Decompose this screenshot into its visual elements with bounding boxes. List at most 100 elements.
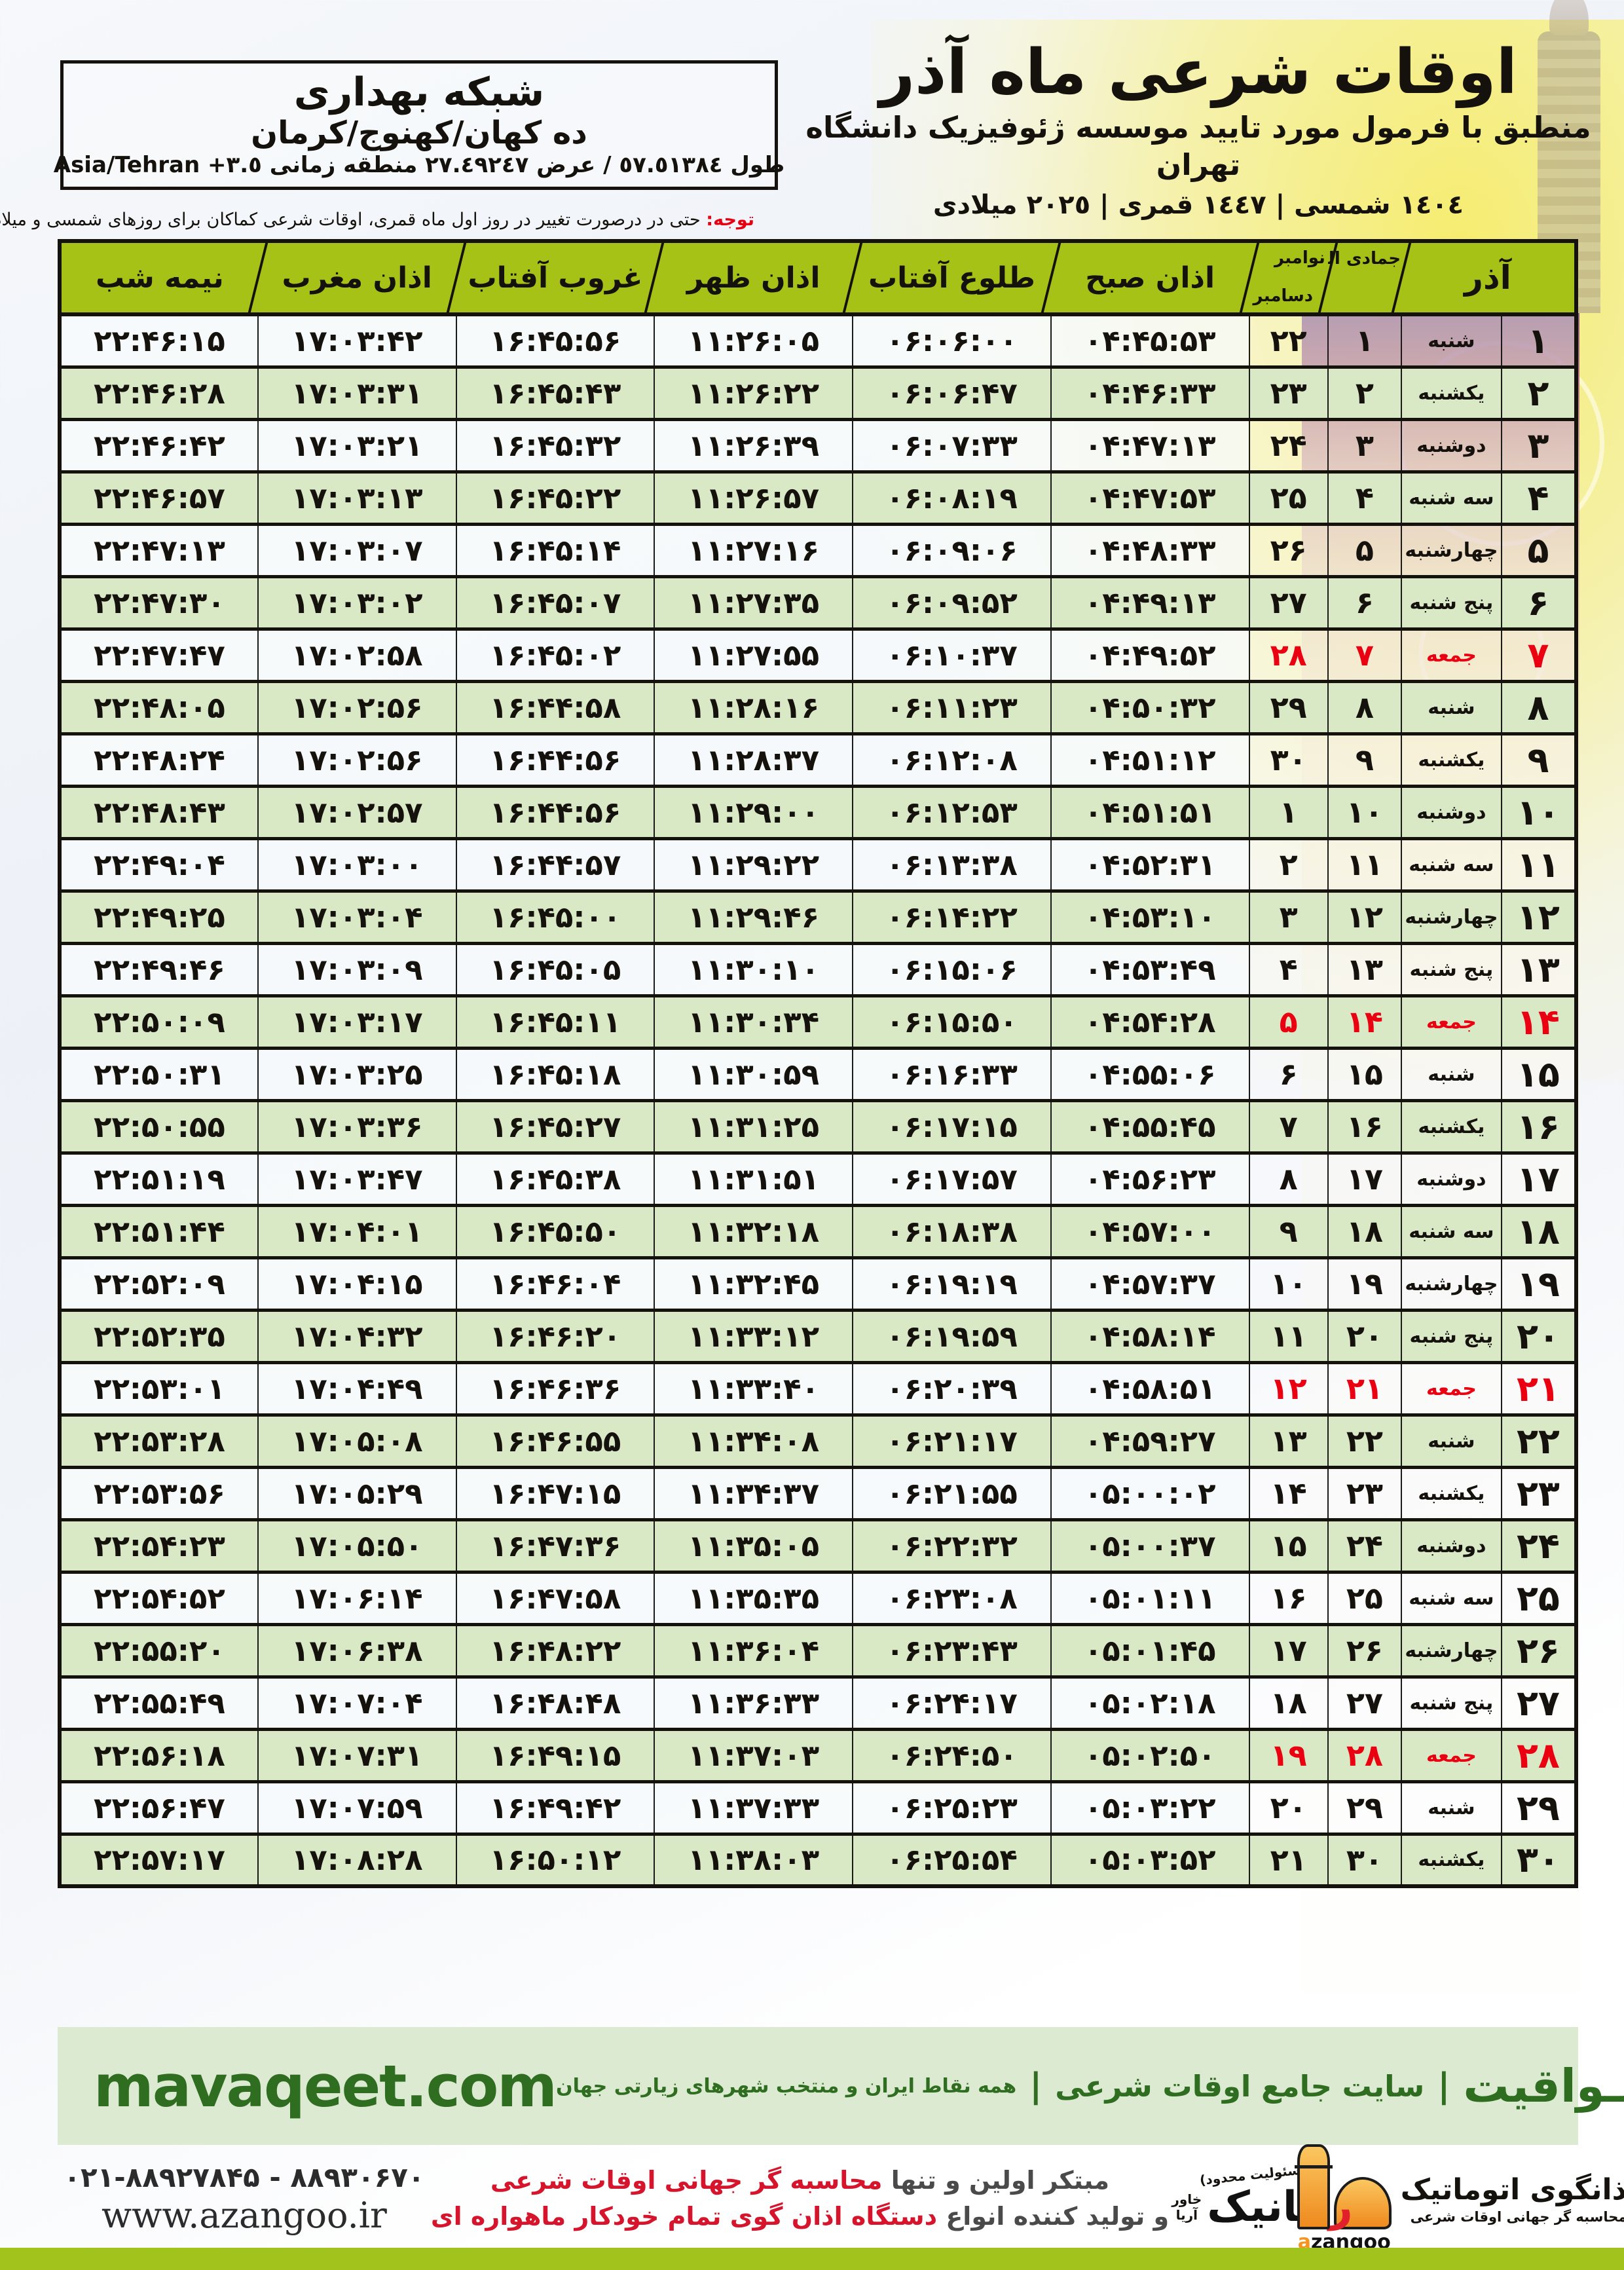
cell-sunset: ۱۶:۴۵:۰۷ — [455, 576, 655, 629]
cell-weekday: شنبه — [1400, 314, 1502, 367]
mavaqeet-description: مـواقیت | سایت جامع اوقات شرعی | همه نقا… — [556, 2059, 1624, 2113]
table-row: ۲۱ جمعه ۲۱ ۱۲ ۰۴:۵۸:۵۱ ۰۶:۲۰:۳۹ ۱۱:۳۳:۴۰ ۱۶:۴۶:… — [59, 1362, 1578, 1415]
cell-midnight: ۲۲:۵۴:۵۲ — [59, 1572, 259, 1624]
cell-sunset: ۱۶:۴۶:۵۵ — [455, 1415, 655, 1467]
cell-sunrise: ۰۶:۲۴:۱۷ — [852, 1677, 1052, 1729]
table-row: ۲۹ شنبه ۲۹ ۲۰ ۰۵:۰۳:۲۲ ۰۶:۲۵:۲۳ ۱۱:۳۷:۳۳ ۱۶:۴۹:… — [59, 1781, 1578, 1834]
cell-greg: ۹ — [1248, 1205, 1329, 1257]
cell-greg: ۸ — [1248, 1153, 1329, 1205]
cell-fajr: ۰۵:۰۱:۱۱ — [1050, 1572, 1250, 1624]
cell-weekday: شنبه — [1400, 1781, 1502, 1834]
cell-sunrise: ۰۶:۱۳:۳۸ — [852, 838, 1052, 891]
cell-dhuhr: ۱۱:۲۶:۲۲ — [654, 367, 854, 419]
cell-weekday: یکشنبه — [1400, 367, 1502, 419]
cell-azar: ۱۶ — [1500, 1100, 1578, 1153]
cell-sunset: ۱۶:۴۵:۵۰ — [455, 1205, 655, 1257]
cell-greg: ۱۵ — [1248, 1519, 1329, 1572]
cell-fajr: ۰۴:۴۹:۵۲ — [1050, 629, 1250, 681]
cell-midnight: ۲۲:۵۳:۰۱ — [59, 1362, 259, 1415]
table-row: ۲۷ پنج شنبه ۲۷ ۱۸ ۰۵:۰۲:۱۸ ۰۶:۲۴:۱۷ ۱۱:۳۶:۳۳ ۱۶… — [59, 1677, 1578, 1729]
azangoo-website-link[interactable]: www.azangoo.ir — [101, 2195, 387, 2236]
cell-hijri: ۱۳ — [1327, 943, 1402, 995]
cell-sunrise: ۰۶:۱۱:۲۳ — [852, 681, 1052, 734]
cell-azar: ۱۱ — [1500, 838, 1578, 891]
cell-midnight: ۲۲:۵۰:۳۱ — [59, 1048, 259, 1100]
table-row: ۱۰ دوشنبه ۱۰ ۱ ۰۴:۵۱:۵۱ ۰۶:۱۲:۵۳ ۱۱:۲۹:۰۰ ۱۶:۴۴… — [59, 786, 1578, 838]
cell-sunset: ۱۶:۴۴:۵۶ — [455, 734, 655, 786]
cell-maghrib: ۱۷:۰۳:۰۷ — [257, 524, 457, 576]
cell-midnight: ۲۲:۵۵:۲۰ — [59, 1624, 259, 1677]
cell-weekday: پنج شنبه — [1400, 1677, 1502, 1729]
cell-greg: ۲۳ — [1248, 367, 1329, 419]
cell-weekday: یکشنبه — [1400, 1467, 1502, 1519]
cell-fajr: ۰۵:۰۰:۳۷ — [1050, 1519, 1250, 1572]
table-row: ۲۶ چهارشنبه ۲۶ ۱۷ ۰۵:۰۱:۴۵ ۰۶:۲۳:۴۳ ۱۱:۳۶:۰۴ ۱۶… — [59, 1624, 1578, 1677]
cell-azar: ۱۴ — [1500, 995, 1578, 1048]
cell-hijri: ۵ — [1327, 524, 1402, 576]
cell-sunset: ۱۶:۴۸:۲۲ — [455, 1624, 655, 1677]
header-maghrib: اذان مغرب — [257, 241, 456, 314]
cell-maghrib: ۱۷:۰۳:۳۱ — [257, 367, 457, 419]
cell-dhuhr: ۱۱:۲۶:۵۷ — [654, 472, 854, 524]
cell-fajr: ۰۵:۰۲:۵۰ — [1050, 1729, 1250, 1781]
cell-hijri: ۱۵ — [1327, 1048, 1402, 1100]
site-tagline: همه نقاط ایران و منتخب شهرهای زیارتی جها… — [556, 2074, 1017, 2098]
mosque-dome-icon — [1333, 2176, 1392, 2229]
cell-greg: ۲۷ — [1248, 576, 1329, 629]
cell-weekday: شنبه — [1400, 1415, 1502, 1467]
cell-dhuhr: ۱۱:۳۲:۱۸ — [654, 1205, 854, 1257]
cell-maghrib: ۱۷:۰۶:۱۴ — [257, 1572, 457, 1624]
cell-sunset: ۱۶:۴۵:۲۲ — [455, 472, 655, 524]
cell-midnight: ۲۲:۵۱:۱۹ — [59, 1153, 259, 1205]
mavaqeet-link[interactable]: mavaqeet.com — [94, 2052, 557, 2120]
cell-greg: ۱۳ — [1248, 1415, 1329, 1467]
cell-fajr: ۰۴:۴۸:۳۳ — [1050, 524, 1250, 576]
cell-azar: ۱۲ — [1500, 891, 1578, 943]
table-row: ۱۶ یکشنبه ۱۶ ۷ ۰۴:۵۵:۴۵ ۰۶:۱۷:۱۵ ۱۱:۳۱:۲۵ ۱۶:۴۵… — [59, 1100, 1578, 1153]
cell-fajr: ۰۴:۵۶:۲۳ — [1050, 1153, 1250, 1205]
cell-maghrib: ۱۷:۰۳:۲۵ — [257, 1048, 457, 1100]
cell-dhuhr: ۱۱:۳۱:۵۱ — [654, 1153, 854, 1205]
cell-maghrib: ۱۷:۰۳:۰۰ — [257, 838, 457, 891]
cell-azar: ۶ — [1500, 576, 1578, 629]
cell-weekday: چهارشنبه — [1400, 1624, 1502, 1677]
cell-azar: ۴ — [1500, 472, 1578, 524]
cell-maghrib: ۱۷:۰۷:۳۱ — [257, 1729, 457, 1781]
cell-weekday: دوشنبه — [1400, 786, 1502, 838]
rayanik-subname: خاور آریا — [1172, 2191, 1202, 2223]
cell-sunrise: ۰۶:۰۹:۵۲ — [852, 576, 1052, 629]
cell-dhuhr: ۱۱:۳۷:۰۳ — [654, 1729, 854, 1781]
cell-midnight: ۲۲:۴۹:۰۴ — [59, 838, 259, 891]
cell-maghrib: ۱۷:۰۴:۴۹ — [257, 1362, 457, 1415]
cell-dhuhr: ۱۱:۲۶:۳۹ — [654, 419, 854, 472]
table-body: ۱ شنبه ۱ ۲۲ ۰۴:۴۵:۵۳ ۰۶:۰۶:۰۰ ۱۱:۲۶:۰۵ ۱۶:۴۵:۵۶… — [59, 314, 1578, 1886]
cell-maghrib: ۱۷:۰۳:۰۴ — [257, 891, 457, 943]
cell-sunset: ۱۶:۴۶:۳۶ — [455, 1362, 655, 1415]
cell-azar: ۸ — [1500, 681, 1578, 734]
cell-weekday: یکشنبه — [1400, 1100, 1502, 1153]
cell-fajr: ۰۴:۵۳:۴۹ — [1050, 943, 1250, 995]
cell-maghrib: ۱۷:۰۶:۳۸ — [257, 1624, 457, 1677]
cell-sunset: ۱۶:۴۸:۴۸ — [455, 1677, 655, 1729]
cell-fajr: ۰۴:۴۹:۱۳ — [1050, 576, 1250, 629]
cell-midnight: ۲۲:۴۷:۱۳ — [59, 524, 259, 576]
cell-greg: ۱۸ — [1248, 1677, 1329, 1729]
cell-greg: ۱۹ — [1248, 1729, 1329, 1781]
cell-greg: ۵ — [1248, 995, 1329, 1048]
cell-sunrise: ۰۶:۱۹:۱۹ — [852, 1257, 1052, 1310]
cell-weekday: سه شنبه — [1400, 1205, 1502, 1257]
cell-hijri: ۳۰ — [1327, 1834, 1402, 1886]
cell-maghrib: ۱۷:۰۴:۰۱ — [257, 1205, 457, 1257]
footer: ۰۲۱-۸۸۹۲۷۸۴۵ - ۸۸۹۳۰۶۷۰ www.azangoo.ir م… — [58, 2144, 1624, 2254]
header-azar-month: آذر — [1401, 241, 1576, 314]
cell-hijri: ۱۱ — [1327, 838, 1402, 891]
cell-maghrib: ۱۷:۰۵:۵۰ — [257, 1519, 457, 1572]
cell-azar: ۲۶ — [1500, 1624, 1578, 1677]
cell-azar: ۳۰ — [1500, 1834, 1578, 1886]
cell-greg: ۷ — [1248, 1100, 1329, 1153]
cell-dhuhr: ۱۱:۳۰:۱۰ — [654, 943, 854, 995]
cell-maghrib: ۱۷:۰۵:۲۹ — [257, 1467, 457, 1519]
cell-sunrise: ۰۶:۲۵:۲۳ — [852, 1781, 1052, 1834]
cell-dhuhr: ۱۱:۲۹:۰۰ — [654, 786, 854, 838]
